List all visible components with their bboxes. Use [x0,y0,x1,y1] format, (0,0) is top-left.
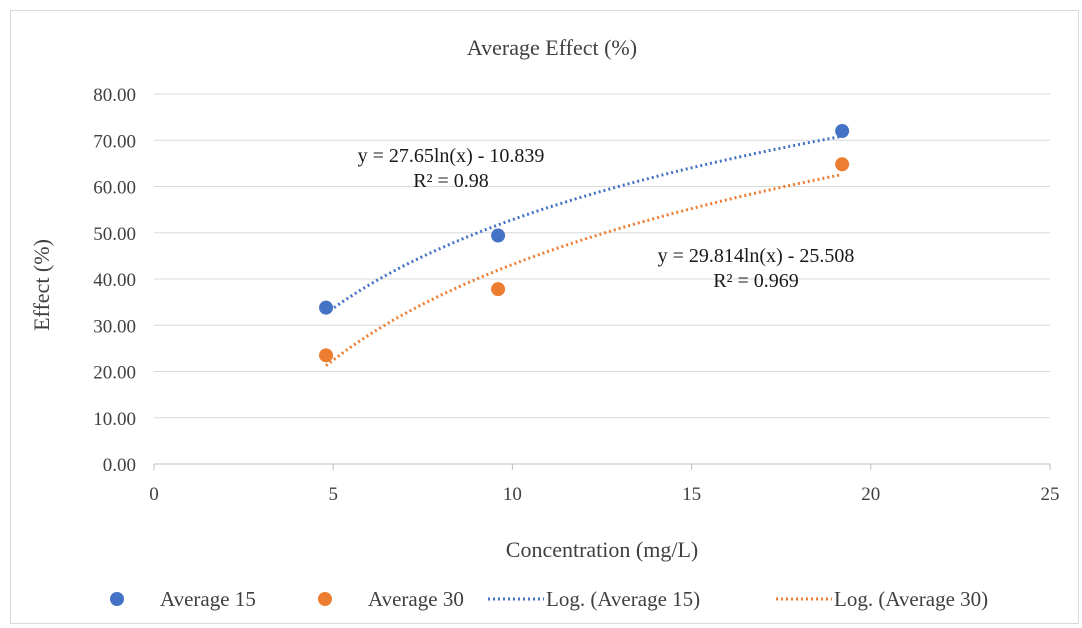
y-tick-label: 80.00 [93,85,136,106]
y-tick-label: 10.00 [93,409,136,430]
x-axis: 0 5 10 15 20 25 [149,463,1060,505]
r2-label-2: R² = 0.969 [713,270,799,292]
trendline-1 [325,134,843,315]
legend-marker-1 [110,592,124,606]
data-points [319,124,850,363]
y-tick-label: 60.00 [93,178,136,199]
y-tick-label: 20.00 [93,363,136,384]
r2-label-1: R² = 0.98 [413,170,489,192]
x-tick-label: 10 [503,484,522,505]
y-axis-title: Effect (%) [29,239,54,331]
legend-label-4: Log. (Average 30) [834,587,988,611]
y-tick-label: 40.00 [93,270,136,291]
equation-label-2: y = 29.814ln(x) - 25.508 [658,245,855,267]
gridlines [154,93,1050,419]
equation-label-1: y = 27.65ln(x) - 10.839 [358,145,545,167]
data-point-series-1 [835,124,850,138]
data-point-series-2 [319,348,334,363]
data-point-series-1 [319,300,334,315]
chart-title: Average Effect (%) [467,35,637,60]
trendlines [325,134,843,367]
x-tick-label: 5 [328,484,338,505]
legend-marker-2 [318,592,332,606]
x-tick-label: 0 [149,484,159,505]
chart-frame [10,10,1079,624]
data-point-series-1 [491,228,506,243]
x-axis-title: Concentration (mg/L) [506,537,698,562]
x-tick-label: 20 [861,484,880,505]
legend-label-2: Average 30 [368,587,464,611]
data-point-series-2 [835,157,850,172]
legend: Average 15 Average 30 Log. (Average 15) Log… [110,587,988,611]
y-tick-label: 50.00 [93,224,136,245]
x-tick-label: 15 [682,484,701,505]
legend-label-1: Average 15 [160,587,256,611]
y-tick-labels: 0.00 10.00 20.00 30.00 40.00 50.00 60.00 70.00 8… [93,85,136,476]
legend-label-3: Log. (Average 15) [546,587,700,611]
x-tick-label: 25 [1041,484,1060,505]
y-tick-label: 30.00 [93,316,136,337]
y-tick-label: 70.00 [93,131,136,152]
y-tick-label: 0.00 [103,455,136,476]
data-point-series-2 [491,282,506,297]
